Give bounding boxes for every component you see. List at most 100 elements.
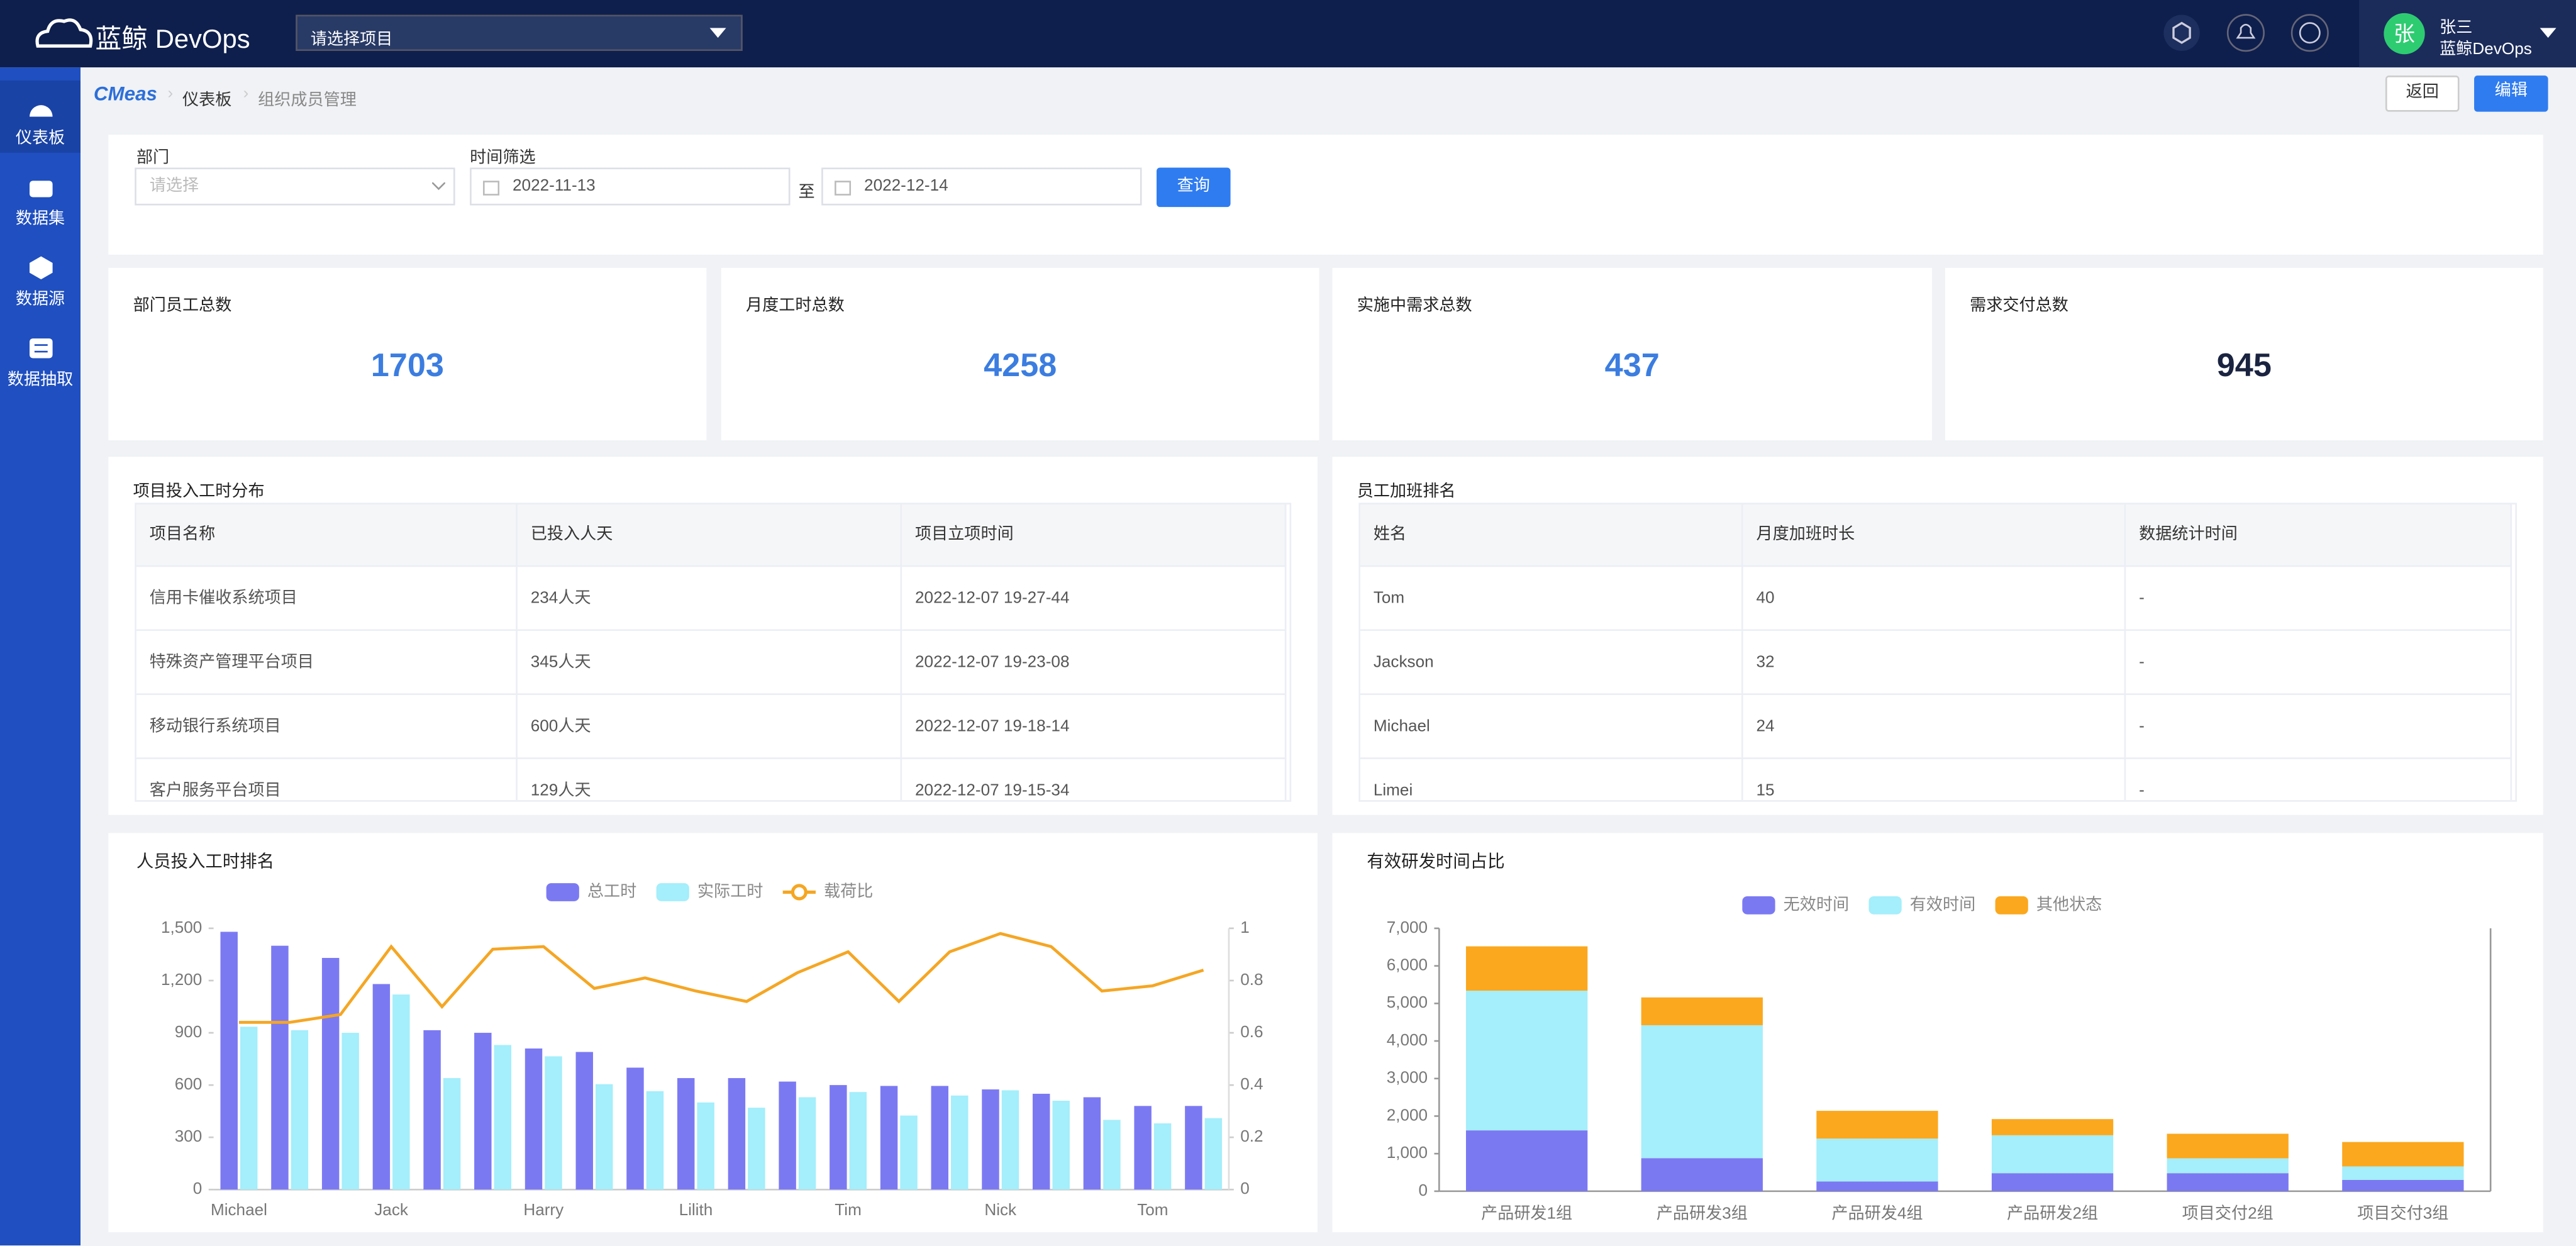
y-tick-label: 6,000 bbox=[1387, 955, 1428, 974]
table: 姓名 月度加班时长 数据统计时间 Tom 40- Jackson 32- Michael 24-… bbox=[1358, 503, 2517, 802]
bar bbox=[677, 1078, 695, 1190]
kpi-value: 437 bbox=[1604, 348, 1660, 385]
x-tick-label: 产品研发4组 bbox=[1831, 1203, 1923, 1222]
x-tick-label: Tom bbox=[1137, 1200, 1168, 1219]
table-cell: - bbox=[2126, 759, 2512, 801]
kpi-card: 实施中需求总数 437 bbox=[1332, 267, 1933, 441]
sidebar-item[interactable]: 仪表板 bbox=[0, 81, 81, 153]
bar-segment bbox=[2167, 1173, 2289, 1191]
user-name: 张三 bbox=[2440, 19, 2473, 38]
table-cell: 2022-12-07 19-27-44 bbox=[902, 567, 1287, 631]
bar-segment bbox=[2342, 1142, 2464, 1167]
table-cell: Jackson bbox=[1360, 631, 1743, 695]
legend-label: 有效时间 bbox=[1910, 894, 1975, 913]
table-header-cell: 项目名称 bbox=[136, 504, 518, 567]
sidebar-label: 数据源 bbox=[15, 291, 65, 309]
x-tick-label: 产品研发1组 bbox=[1481, 1203, 1572, 1222]
table-cell: 129人天 bbox=[518, 759, 902, 801]
table-header-cell: 项目立项时间 bbox=[902, 504, 1287, 567]
bar bbox=[220, 932, 238, 1190]
bar bbox=[1204, 1118, 1223, 1190]
table-cell: 600人天 bbox=[517, 694, 902, 759]
kpi-value: 1703 bbox=[370, 348, 444, 385]
edit-button[interactable]: 编辑 bbox=[2474, 75, 2548, 112]
bar bbox=[291, 1030, 309, 1190]
kpi-label: 月度工时总数 bbox=[745, 297, 845, 316]
y2-tick-label: 0.4 bbox=[1240, 1074, 1263, 1093]
bar bbox=[951, 1095, 969, 1190]
table-cell: 信用卡催收系统项目 bbox=[136, 567, 518, 631]
bar-segment bbox=[1465, 991, 1588, 1131]
bar bbox=[240, 1026, 258, 1190]
y2-tick-label: 1 bbox=[1240, 918, 1250, 937]
table-header-cell: 数据统计时间 bbox=[2126, 504, 2512, 567]
kpi-value: 945 bbox=[2216, 348, 2272, 385]
bar bbox=[443, 1078, 461, 1190]
bar bbox=[271, 945, 289, 1190]
table: 项目名称 已投入人天 项目立项时间 信用卡催收系统项目 234人天 2022-12-07 … bbox=[135, 503, 1292, 802]
sidebar-item[interactable]: 数据抽取 bbox=[0, 322, 80, 394]
table-card: 项目投入工时分布 项目名称 已投入人天 项目立项时间 信用卡催收系统项目 234人天 202… bbox=[108, 457, 1318, 815]
end-date[interactable]: 2022-12-14 bbox=[821, 167, 1142, 206]
bar-segment bbox=[1465, 946, 1588, 991]
x-tick-label: Nick bbox=[984, 1200, 1017, 1219]
user-avatar: 张 bbox=[2384, 13, 2425, 55]
y2-tick-label: 0.8 bbox=[1240, 970, 1263, 989]
user-org: 蓝鲸DevOps bbox=[2440, 41, 2532, 60]
breadcrumb-item: 组织成员管理 bbox=[258, 92, 357, 111]
table-cell: 40 bbox=[1743, 567, 2126, 631]
query-button[interactable]: 查询 bbox=[1157, 167, 1231, 208]
y-tick-label: 600 bbox=[175, 1074, 203, 1093]
table-cell: 2022-12-07 19-23-08 bbox=[902, 631, 1287, 695]
table-cell: 2022-12-07 19-18-14 bbox=[902, 694, 1287, 759]
x-tick-label: Tim bbox=[835, 1200, 862, 1219]
extract-icon bbox=[28, 338, 52, 359]
x-tick-label: Lilith bbox=[679, 1200, 713, 1219]
legend-swatch bbox=[1868, 896, 1902, 915]
legend: 总工时 实际工时 载荷比 bbox=[546, 881, 873, 901]
project-select[interactable]: 请选择项目 bbox=[296, 14, 743, 51]
bar bbox=[646, 1091, 664, 1190]
bar-segment bbox=[1991, 1135, 2114, 1174]
y-tick-label: 1,200 bbox=[161, 970, 202, 989]
dept-select[interactable]: 请选择 bbox=[135, 167, 455, 206]
back-button[interactable]: 返回 bbox=[2385, 75, 2460, 112]
user-area[interactable]: 张 张三 蓝鲸DevOps bbox=[2359, 0, 2576, 68]
legend-swatch bbox=[1995, 896, 2028, 915]
legend: 无效时间 有效时间 其他状态 bbox=[1742, 894, 2102, 915]
chart-title: 有效研发时间占比 bbox=[1367, 852, 1504, 871]
toolbar-icons[interactable] bbox=[2162, 13, 2333, 53]
bar bbox=[982, 1089, 999, 1190]
dropdown-arrow bbox=[432, 182, 445, 191]
table-header-cell: 已投入人天 bbox=[517, 504, 902, 567]
sidebar-item[interactable]: 数据集 bbox=[0, 161, 80, 233]
date-text: 2022-11-13 bbox=[513, 177, 596, 196]
bar bbox=[372, 984, 391, 1190]
start-date[interactable]: 2022-11-13 bbox=[470, 167, 791, 206]
bar bbox=[575, 1052, 593, 1190]
bar bbox=[931, 1086, 948, 1190]
bar-segment bbox=[2167, 1158, 2289, 1174]
breadcrumb-item[interactable]: 仪表板 bbox=[182, 92, 232, 111]
x-tick-label: 产品研发2组 bbox=[2007, 1203, 2098, 1222]
y-tick-label: 900 bbox=[175, 1022, 203, 1041]
kpi-label: 需求交付总数 bbox=[1970, 297, 2068, 316]
bar bbox=[545, 1056, 562, 1190]
bar bbox=[1153, 1123, 1172, 1190]
table-cell: 24 bbox=[1743, 694, 2126, 759]
x-tick-label: Jack bbox=[374, 1200, 409, 1219]
bar bbox=[1103, 1120, 1121, 1190]
bar-segment bbox=[1465, 1130, 1588, 1191]
legend-swatch bbox=[546, 883, 579, 901]
separator: › bbox=[243, 85, 249, 104]
y-tick-label: 5,000 bbox=[1387, 993, 1428, 1011]
kpi-card: 需求交付总数 945 bbox=[1945, 267, 2543, 441]
sidebar-label: 数据集 bbox=[15, 210, 65, 229]
bar-segment bbox=[1816, 1138, 1938, 1182]
bar bbox=[1134, 1106, 1152, 1190]
sidebar-item[interactable]: 数据源 bbox=[0, 242, 80, 314]
table-cell: - bbox=[2126, 631, 2512, 695]
logo-text: 蓝鲸 DevOps bbox=[95, 26, 250, 55]
bar bbox=[525, 1048, 543, 1190]
bar bbox=[423, 1030, 441, 1190]
